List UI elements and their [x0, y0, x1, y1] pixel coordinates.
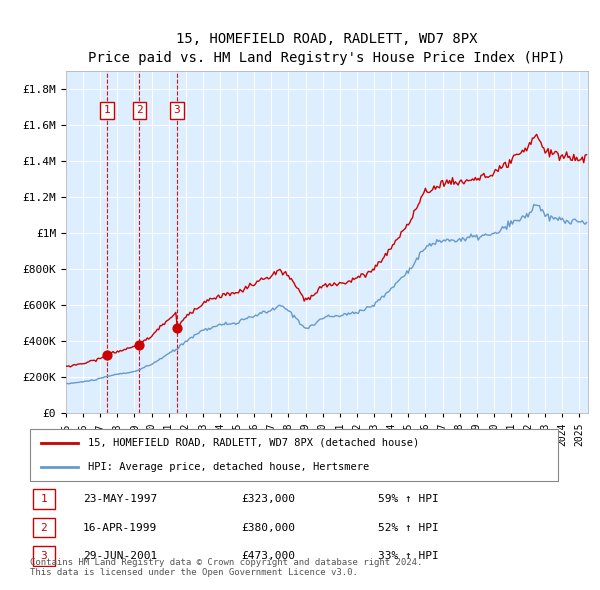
Text: 15, HOMEFIELD ROAD, RADLETT, WD7 8PX (detached house): 15, HOMEFIELD ROAD, RADLETT, WD7 8PX (de… — [88, 438, 419, 448]
Text: £473,000: £473,000 — [241, 551, 295, 561]
Point — [102, 350, 112, 359]
Text: 1: 1 — [104, 106, 110, 116]
Text: 2: 2 — [136, 106, 143, 116]
FancyBboxPatch shape — [32, 546, 55, 566]
Text: 29-JUN-2001: 29-JUN-2001 — [83, 551, 157, 561]
Text: 33% ↑ HPI: 33% ↑ HPI — [379, 551, 439, 561]
Text: £323,000: £323,000 — [241, 494, 295, 504]
FancyBboxPatch shape — [30, 429, 558, 481]
Text: 3: 3 — [40, 551, 47, 561]
Text: 52% ↑ HPI: 52% ↑ HPI — [379, 523, 439, 533]
Text: Contains HM Land Registry data © Crown copyright and database right 2024.
This d: Contains HM Land Registry data © Crown c… — [30, 558, 422, 577]
Text: 59% ↑ HPI: 59% ↑ HPI — [379, 494, 439, 504]
Title: 15, HOMEFIELD ROAD, RADLETT, WD7 8PX
Price paid vs. HM Land Registry's House Pri: 15, HOMEFIELD ROAD, RADLETT, WD7 8PX Pri… — [88, 32, 566, 65]
Text: 16-APR-1999: 16-APR-1999 — [83, 523, 157, 533]
Text: 1: 1 — [40, 494, 47, 504]
Text: 3: 3 — [173, 106, 181, 116]
Text: HPI: Average price, detached house, Hertsmere: HPI: Average price, detached house, Hert… — [88, 462, 370, 472]
Point — [172, 323, 182, 333]
Text: £380,000: £380,000 — [241, 523, 295, 533]
Text: 2: 2 — [40, 523, 47, 533]
Point — [134, 340, 144, 349]
FancyBboxPatch shape — [32, 518, 55, 537]
Text: 23-MAY-1997: 23-MAY-1997 — [83, 494, 157, 504]
FancyBboxPatch shape — [32, 490, 55, 509]
